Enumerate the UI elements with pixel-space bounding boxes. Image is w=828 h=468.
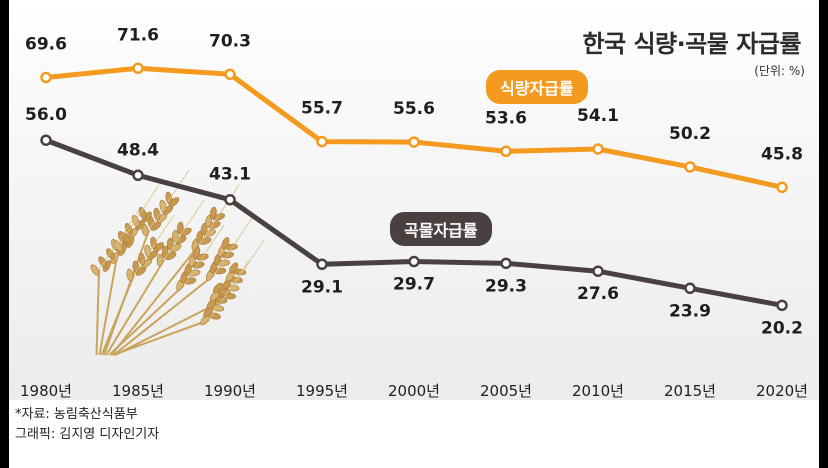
wheat-grain <box>113 240 123 252</box>
data-label: 56.0 <box>25 105 67 125</box>
data-point <box>500 257 512 270</box>
wheat-stalk <box>95 269 100 356</box>
data-point <box>224 68 236 81</box>
x-tick-label: 2005년 <box>480 382 532 400</box>
wheat-grain <box>106 248 115 260</box>
wheat-grain <box>229 262 239 274</box>
data-point <box>684 161 696 173</box>
wheat-grain <box>159 199 167 213</box>
wheat-grain <box>138 207 147 219</box>
wheat-grain <box>121 232 131 244</box>
data-label: 29.1 <box>301 277 343 297</box>
wheat-awn <box>163 199 205 261</box>
wheat-grain <box>144 244 152 258</box>
line-chart: 69.6 71.6 70.3 55.7 55.6 53.6 54.1 50.2 45.8 56.0… <box>20 25 808 400</box>
wheat-awn <box>183 224 225 286</box>
wheat-illustration <box>90 169 265 356</box>
wheat-grain <box>150 236 158 250</box>
data-label: 53.6 <box>485 108 527 128</box>
chart-title: 한국 식량·곡물 자급률 <box>582 30 801 58</box>
data-label: 29.7 <box>393 275 435 295</box>
data-label: 45.8 <box>761 144 803 164</box>
data-point <box>776 299 788 312</box>
unit-note: (단위: %) <box>754 64 805 78</box>
data-label: 43.1 <box>209 165 251 185</box>
x-tick-label: 1990년 <box>204 382 256 400</box>
wheat-awn <box>98 209 140 271</box>
data-point <box>408 136 420 148</box>
wheat-grain <box>166 237 174 251</box>
data-point <box>132 62 144 75</box>
data-label: 48.4 <box>117 140 159 160</box>
wheat-grain <box>177 221 184 235</box>
wheat-grain <box>165 191 173 205</box>
series-label-food: 식량자급률 <box>486 70 588 104</box>
wheat-awn <box>148 169 190 231</box>
data-label: 29.3 <box>485 276 527 296</box>
wheat-awn <box>223 239 265 301</box>
data-label: 50.2 <box>669 124 711 144</box>
data-point <box>500 145 512 158</box>
series-label-grain: 곡물자급률 <box>390 212 492 246</box>
wheat-stalk <box>100 274 135 356</box>
wheat-stalk <box>108 284 185 356</box>
wheat-grain <box>90 264 100 276</box>
footer: *자료: 농림축산식품부 그래픽: 김지영 디자인기자 <box>15 405 159 445</box>
wheat-stalk <box>113 274 215 356</box>
data-label: 27.6 <box>577 284 619 304</box>
data-point <box>132 169 144 182</box>
data-label: 69.6 <box>25 35 67 55</box>
data-point <box>40 71 52 84</box>
x-tick-label: 2010년 <box>572 382 624 400</box>
data-point <box>776 181 788 194</box>
data-label: 55.6 <box>393 99 435 119</box>
data-point <box>592 143 604 155</box>
x-tick-label: 1985년 <box>112 382 164 400</box>
data-label: 70.3 <box>209 31 251 51</box>
data-label: 55.7 <box>301 99 343 119</box>
data-point <box>316 135 328 148</box>
data-point <box>40 134 52 146</box>
data-point <box>592 265 604 277</box>
x-tick-label: 2015년 <box>664 382 716 400</box>
x-tick-label: 2020년 <box>756 382 808 400</box>
wheat-stalk <box>110 244 200 356</box>
data-point <box>408 255 420 268</box>
wheat-stalk <box>114 299 225 356</box>
wheat-awn <box>208 259 250 321</box>
data-label: 71.6 <box>117 25 159 45</box>
chart-frame: 69.6 71.6 70.3 55.7 55.6 53.6 54.1 50.2 45.8 56.0… <box>9 0 819 468</box>
wheat-grain <box>221 237 230 249</box>
wheat-stalk <box>98 244 120 356</box>
wheat-grain <box>156 253 164 267</box>
x-tick-label: 1995년 <box>296 382 348 400</box>
data-point <box>684 282 696 295</box>
wheat-stalk <box>112 319 210 356</box>
wheat-grain <box>213 282 223 294</box>
source-note: *자료: 농림축산식품부 <box>15 407 138 422</box>
wheat-awn <box>213 214 255 276</box>
wheat-grain <box>209 206 217 220</box>
data-label: 20.2 <box>761 318 803 338</box>
credit-note: 그래픽: 김지영 디자인기자 <box>15 427 160 442</box>
x-tick-label: 1980년 <box>20 382 72 400</box>
wheat-stalk <box>105 259 165 356</box>
wheat-grain <box>126 268 134 282</box>
data-label: 54.1 <box>577 106 619 126</box>
wheat-grain <box>171 229 179 243</box>
data-point <box>316 258 328 271</box>
x-tick-label: 2000년 <box>388 382 440 400</box>
wheat-grain <box>192 246 201 260</box>
data-point <box>224 193 236 206</box>
data-label: 23.9 <box>669 301 711 321</box>
wheat-awn <box>133 214 175 276</box>
